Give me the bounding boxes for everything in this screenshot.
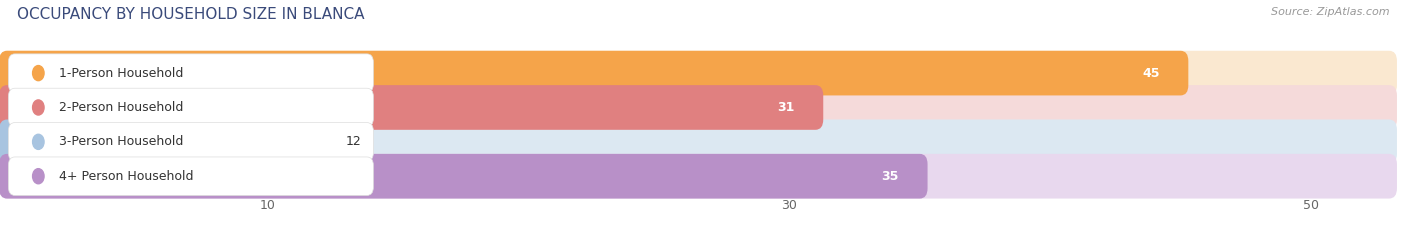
FancyBboxPatch shape: [8, 123, 374, 161]
Text: 12: 12: [346, 135, 361, 148]
Text: 2-Person Household: 2-Person Household: [59, 101, 184, 114]
Circle shape: [32, 134, 44, 149]
FancyBboxPatch shape: [8, 88, 374, 127]
FancyBboxPatch shape: [0, 120, 1398, 164]
Circle shape: [32, 65, 44, 81]
FancyBboxPatch shape: [8, 157, 374, 195]
FancyBboxPatch shape: [0, 154, 1398, 199]
Text: Source: ZipAtlas.com: Source: ZipAtlas.com: [1271, 7, 1389, 17]
Text: 3-Person Household: 3-Person Household: [59, 135, 184, 148]
FancyBboxPatch shape: [0, 120, 328, 164]
Text: 31: 31: [778, 101, 794, 114]
FancyBboxPatch shape: [0, 154, 928, 199]
Text: OCCUPANCY BY HOUSEHOLD SIZE IN BLANCA: OCCUPANCY BY HOUSEHOLD SIZE IN BLANCA: [17, 7, 364, 22]
Text: 4+ Person Household: 4+ Person Household: [59, 170, 194, 183]
FancyBboxPatch shape: [0, 51, 1398, 96]
Circle shape: [32, 169, 44, 184]
FancyBboxPatch shape: [0, 51, 1188, 96]
Text: 1-Person Household: 1-Person Household: [59, 67, 184, 80]
Text: 35: 35: [882, 170, 898, 183]
FancyBboxPatch shape: [0, 85, 1398, 130]
Text: 45: 45: [1142, 67, 1160, 80]
FancyBboxPatch shape: [0, 85, 824, 130]
Circle shape: [32, 100, 44, 115]
FancyBboxPatch shape: [8, 54, 374, 92]
